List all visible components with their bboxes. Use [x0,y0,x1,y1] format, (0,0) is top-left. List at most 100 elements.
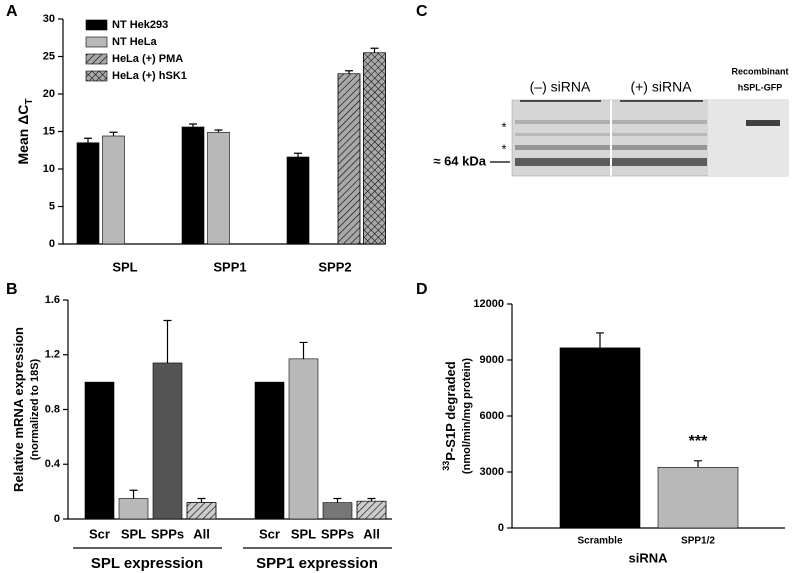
y-tick-label: 0 [49,238,55,250]
y-tick-label: 25 [43,50,55,62]
x-tick-label: SPL [121,526,146,541]
error-bar [370,47,379,53]
y-axis-label: Relative mRNA expression [11,327,26,492]
legend-label: NT HeLa [112,36,158,48]
y-tick-label: 6000 [480,410,504,422]
x-tick-label: Scr [89,526,110,541]
bar [286,156,310,245]
error-bar [333,497,342,503]
legend-swatch [85,36,108,48]
y-tick-label: 0 [498,522,504,534]
error-bar [129,489,138,499]
y-tick-label: 1.6 [45,294,60,306]
axis-line [62,19,385,245]
size-marker: ≈ 64 kDa [433,153,486,168]
x-tick-label: SPPs [321,526,354,541]
x-tick-label: SPPs [151,526,184,541]
label-part: (nmol/min/mg protein) [461,358,473,474]
lane-label: hSPL-GFP [738,82,783,92]
lane-label: (–) siRNA [530,79,591,95]
group-label: SPL expression [91,555,203,572]
x-tick-label: SPP2 [318,259,351,274]
error-bar [84,137,92,143]
x-tick-label: SPP1/2 [681,536,715,547]
y-tick-label: 20 [43,88,55,100]
panel-label: B [6,281,18,298]
y-tick-label: 1.2 [45,349,60,361]
label-part: P-S1P degraded [443,361,458,461]
error-bar [596,332,604,348]
error-bar [163,319,172,363]
error-bar [109,131,118,136]
error-bar [345,70,353,74]
y-tick-label: 9000 [480,354,504,366]
legend-label: HeLa (+) PMA [112,53,183,65]
bar [102,135,125,245]
y-tick-label: 5 [49,200,55,212]
significance: *** [689,433,708,450]
label-part: 33 [441,461,451,471]
x-tick-label: All [363,526,380,541]
y-tick-label: 0.4 [45,458,61,470]
error-bar [694,460,702,468]
band-marker: * [501,119,506,134]
label-part: (normalized to 18S) [29,358,41,460]
error-bar [189,123,197,127]
bar [559,347,641,529]
label-part: Mean ΔC [15,105,31,165]
y-axis-label: Mean ΔCT [15,99,35,165]
panel-label: C [416,3,428,20]
legend-label: NT Hek293 [112,19,168,31]
y-tick-label: 12000 [473,298,504,310]
error-bar [367,497,376,502]
bar [288,358,319,520]
bar-hatch [337,73,361,245]
lane-label: (+) siRNA [630,79,692,95]
legend-label: HeLa (+) hSK1 [112,70,187,82]
bar [322,502,353,520]
y-tick-label: 10 [43,163,55,175]
y-axis-label: (normalized to 18S) [29,358,41,460]
y-tick-label: 15 [43,125,55,137]
label-part: T [24,99,35,105]
bar [76,142,100,245]
y-tick-label: 30 [43,13,55,25]
error-bar [294,152,302,157]
axis-line [67,300,392,520]
x-axis-label: siRNA [628,550,668,565]
x-tick-label: All [193,526,210,541]
panel-label: D [416,281,428,298]
western-blot [490,99,789,177]
axis-line [511,304,785,529]
legend-hatch [86,71,107,81]
legend-hatch [86,54,107,64]
y-axis-label: (nmol/min/mg protein) [461,358,473,474]
x-tick-label: SPP1 [213,259,246,274]
label-part: Relative mRNA expression [11,327,26,492]
bar [254,381,285,520]
bar [181,126,205,245]
error-bar [197,497,206,503]
error-bar [214,129,223,133]
y-tick-label: 0.8 [45,403,60,415]
bar-hatch [363,52,386,245]
bar-hatch [356,500,387,520]
error-bar [299,341,308,359]
band-marker: * [501,141,506,156]
y-tick-label: 0 [54,513,60,525]
lane-label: Recombinant [731,66,788,76]
panel-label: A [6,3,18,20]
group-label: SPP1 expression [256,555,378,572]
x-tick-label: SPL [112,259,137,274]
bar [152,362,183,520]
x-tick-label: Scramble [577,536,622,547]
x-tick-label: Scr [259,526,280,541]
bar [84,381,115,520]
legend-swatch [85,19,108,31]
bar [207,131,230,245]
bar [657,467,739,529]
bar [118,498,149,520]
y-tick-label: 3000 [480,466,504,478]
y-axis-label: 33P-S1P degraded [441,361,458,471]
